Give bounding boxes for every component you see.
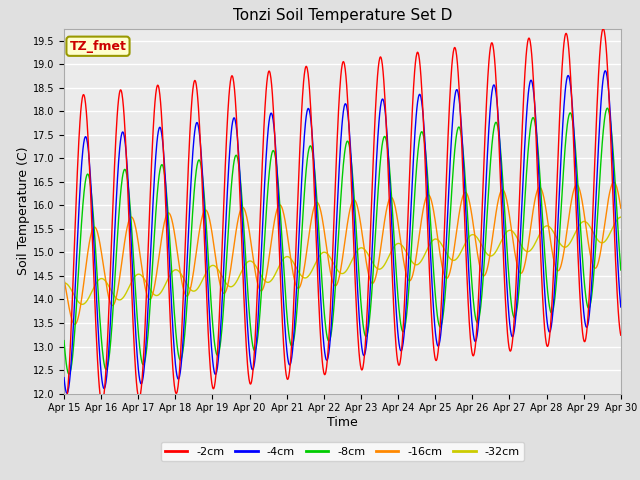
X-axis label: Time: Time	[327, 416, 358, 429]
Text: TZ_fmet: TZ_fmet	[70, 40, 127, 53]
Title: Tonzi Soil Temperature Set D: Tonzi Soil Temperature Set D	[233, 9, 452, 24]
Y-axis label: Soil Temperature (C): Soil Temperature (C)	[17, 147, 30, 276]
Legend: -2cm, -4cm, -8cm, -16cm, -32cm: -2cm, -4cm, -8cm, -16cm, -32cm	[161, 442, 524, 461]
